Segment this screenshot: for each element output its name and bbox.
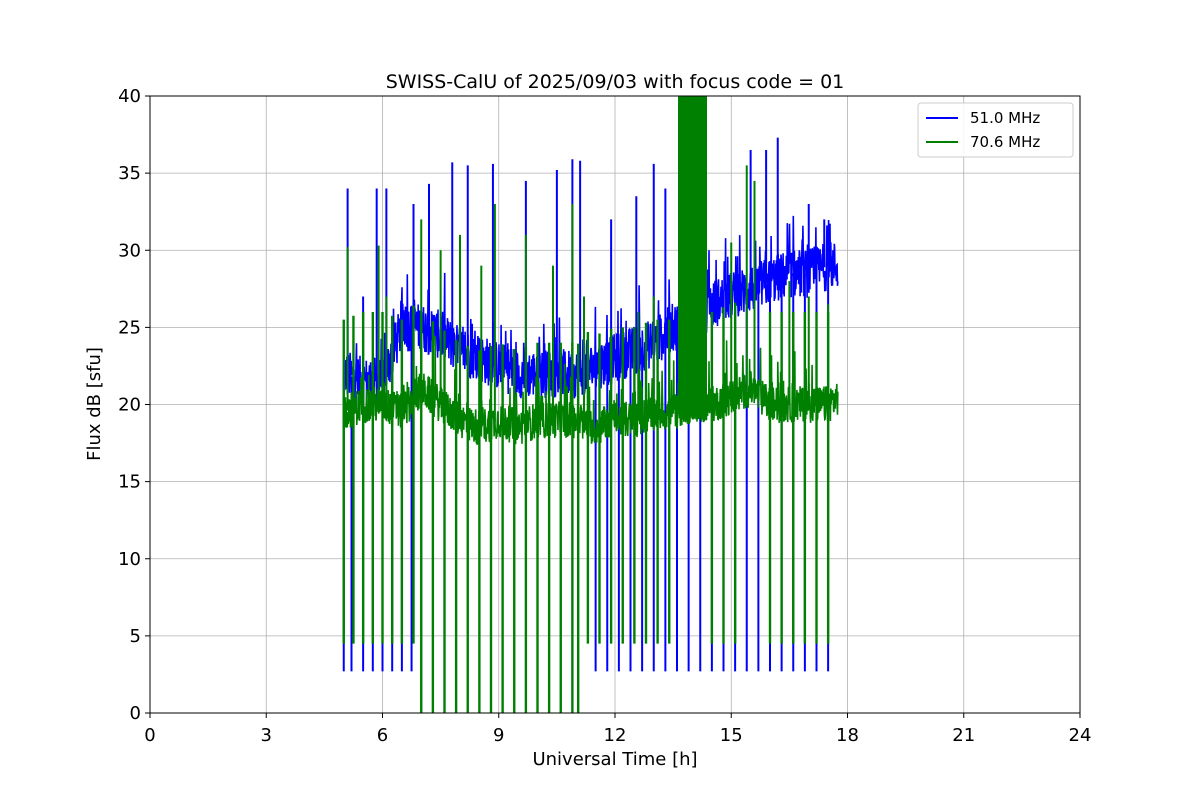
x-tick-label: 15 [720, 725, 743, 746]
series-1 [342, 96, 839, 713]
x-axis: 0 3 6 9 12 15 18 21 24 [144, 713, 1091, 746]
y-tick-label: 25 [118, 317, 141, 338]
y-tick-label: 40 [118, 86, 141, 107]
x-axis-label: Universal Time [h] [532, 749, 697, 770]
x-tick-label: 24 [1069, 725, 1092, 746]
x-tick-label: 18 [836, 725, 859, 746]
legend: 51.0 MHz 70.6 MHz [917, 102, 1074, 158]
y-tick-label: 5 [130, 626, 141, 647]
y-tick-label: 0 [130, 703, 141, 724]
x-tick-label: 9 [493, 725, 504, 746]
y-tick-label: 15 [118, 472, 141, 493]
x-tick-label: 21 [952, 725, 975, 746]
y-tick-label: 35 [118, 163, 141, 184]
burst [678, 96, 707, 420]
y-tick-label: 10 [118, 549, 141, 570]
x-tick-label: 3 [261, 725, 272, 746]
x-tick-label: 6 [377, 725, 388, 746]
legend-label: 70.6 MHz [970, 133, 1040, 151]
y-tick-label: 30 [118, 240, 141, 261]
x-tick-label: 12 [604, 725, 627, 746]
plot-area [342, 96, 839, 713]
chart-title: SWISS-CalU of 2025/09/03 with focus code… [386, 71, 845, 93]
y-axis-label: Flux dB [sfu] [84, 347, 105, 461]
legend-label: 51.0 MHz [970, 109, 1040, 127]
x-tick-label: 0 [144, 725, 155, 746]
y-axis: 0 5 10 15 20 25 30 35 40 [118, 86, 150, 724]
legend-box [917, 102, 1074, 158]
y-tick-label: 20 [118, 395, 141, 416]
